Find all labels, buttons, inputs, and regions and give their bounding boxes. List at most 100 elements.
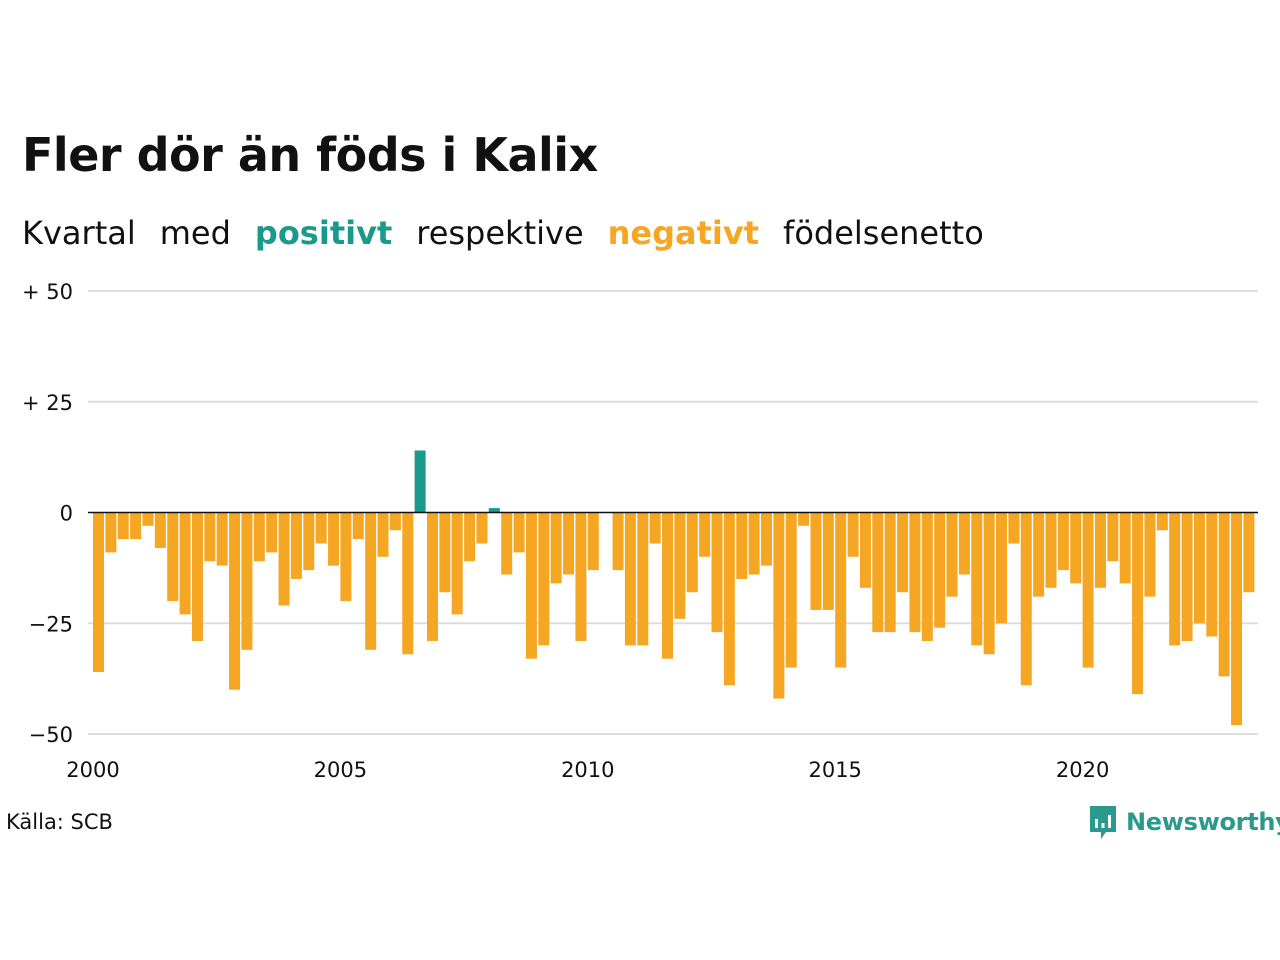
bar <box>1218 512 1230 677</box>
bar <box>1033 512 1045 597</box>
bar <box>241 512 253 650</box>
bar <box>798 512 810 526</box>
bar <box>340 512 352 602</box>
bar <box>822 512 834 610</box>
bar <box>1094 512 1106 588</box>
subtitle-word: Kvartal <box>22 214 136 252</box>
newsworthy-logo: Newsworthy <box>1088 804 1280 840</box>
bar <box>414 450 426 513</box>
bar <box>117 512 129 540</box>
x-tick-label: 2000 <box>66 758 119 782</box>
bar <box>426 512 438 641</box>
bar <box>1119 512 1131 584</box>
bar <box>785 512 797 668</box>
bar <box>686 512 698 593</box>
bar <box>1206 512 1218 637</box>
x-tick-label: 2020 <box>1056 758 1109 782</box>
bar <box>377 512 389 557</box>
bar <box>1193 512 1205 624</box>
bar <box>859 512 871 588</box>
bar <box>402 512 414 655</box>
bar <box>476 512 488 544</box>
bar <box>773 512 785 699</box>
bar <box>1181 512 1193 641</box>
subtitle-negative-label: negativt <box>607 214 760 252</box>
bar <box>921 512 933 641</box>
bar <box>1057 512 1069 571</box>
bar <box>637 512 649 646</box>
bar <box>451 512 463 615</box>
bar <box>699 512 711 557</box>
bar <box>1156 512 1168 531</box>
bar <box>501 512 513 575</box>
bar <box>736 512 748 579</box>
bar <box>1132 512 1144 695</box>
bar <box>290 512 302 579</box>
bar <box>538 512 550 646</box>
bar <box>649 512 661 544</box>
bar <box>105 512 117 553</box>
y-axis: + 50 + 25 0 −25 −50 <box>22 280 73 747</box>
bar <box>439 512 451 593</box>
bar <box>167 512 179 602</box>
bar <box>525 512 537 659</box>
bar <box>1020 512 1032 686</box>
bar <box>624 512 636 646</box>
subtitle-word: respektive <box>416 214 584 252</box>
x-tick-label: 2015 <box>808 758 861 782</box>
bar <box>1169 512 1181 646</box>
y-tick-label: + 25 <box>22 391 73 415</box>
y-tick-label: 0 <box>60 502 73 526</box>
bar <box>253 512 265 562</box>
bar <box>154 512 166 548</box>
bar <box>711 512 723 633</box>
bar <box>488 508 500 513</box>
bar <box>872 512 884 633</box>
source-note: Källa: SCB <box>6 810 113 834</box>
bar <box>204 512 216 562</box>
bar <box>723 512 735 686</box>
bar <box>563 512 575 575</box>
bar <box>191 512 203 641</box>
bar <box>1107 512 1119 562</box>
bar <box>674 512 686 619</box>
x-axis: 2000 2005 2010 2015 2020 <box>66 758 1109 782</box>
bar <box>946 512 958 597</box>
bar <box>1045 512 1057 588</box>
bar <box>748 512 760 575</box>
bar <box>1231 512 1243 726</box>
bar <box>934 512 946 628</box>
bar-chart: + 50 + 25 0 −25 −50 2000 2005 2010 2015 2020 <box>22 280 1258 782</box>
bar <box>352 512 364 540</box>
bar <box>315 512 327 544</box>
bar <box>130 512 142 540</box>
y-tick-label: −25 <box>29 612 73 636</box>
bar <box>996 512 1008 624</box>
bar <box>93 512 104 672</box>
subtitle-positive-label: positivt <box>254 214 393 252</box>
bar <box>971 512 983 646</box>
bar <box>278 512 290 606</box>
newsworthy-logo-icon <box>1090 806 1116 839</box>
bar <box>513 512 525 553</box>
bar <box>760 512 772 566</box>
bar <box>1082 512 1094 668</box>
bar <box>1070 512 1082 584</box>
bar <box>389 512 401 531</box>
bar <box>229 512 241 690</box>
y-tick-label: −50 <box>29 723 73 747</box>
bar <box>365 512 377 650</box>
subtitle-word: med <box>159 214 231 252</box>
bar <box>662 512 674 659</box>
bar <box>587 512 599 571</box>
y-tick-label: + 50 <box>22 280 73 304</box>
bar <box>810 512 822 610</box>
bar <box>303 512 315 571</box>
subtitle-word: födelsenetto <box>783 214 984 252</box>
bar <box>1243 512 1255 593</box>
bar <box>464 512 476 562</box>
bar <box>983 512 995 655</box>
bar <box>179 512 191 615</box>
bar <box>1008 512 1020 544</box>
bar <box>612 512 624 571</box>
